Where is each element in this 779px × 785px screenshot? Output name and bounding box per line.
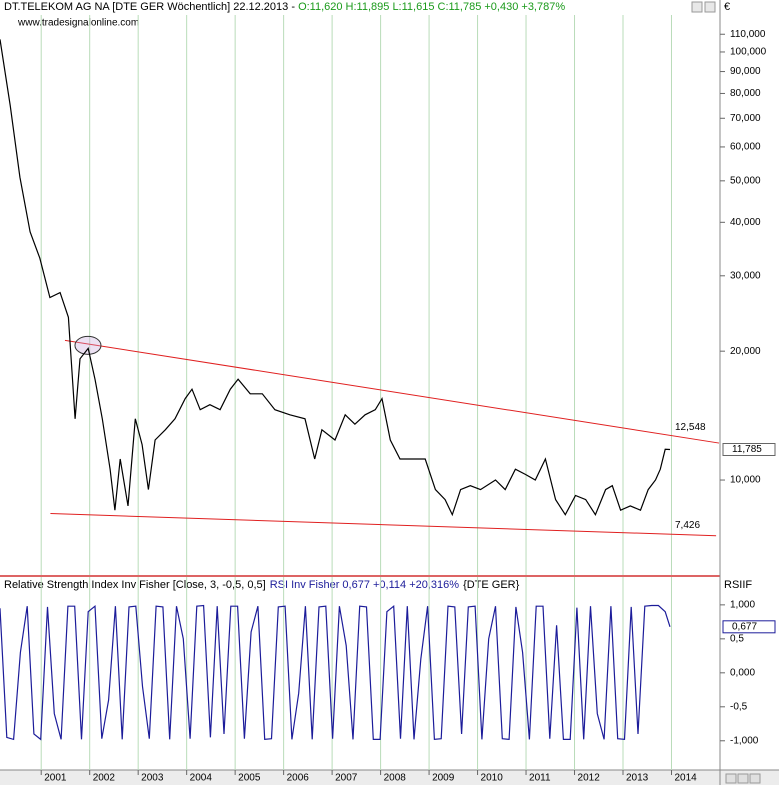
last-value-label: 0,677 [732,621,757,632]
indicator-name: RSIIF [724,579,752,591]
toolbar-button[interactable] [691,1,703,13]
x-tick-label: 2014 [674,773,697,784]
y-tick-label: 50,000 [730,175,761,186]
last-value-label: 11,785 [732,444,762,455]
scroll-button[interactable] [737,773,749,784]
y-tick-label: 30,000 [730,270,761,281]
x-axis-bar [0,770,779,785]
y-tick-label: 0,000 [730,667,755,678]
trendline [50,513,717,537]
y-tick-label: 100,000 [730,47,767,58]
indicator-header: Relative Strength Index Inv Fisher [Clos… [4,579,520,591]
trendline-label: 12,548 [675,422,706,433]
trendline-label: 7,426 [675,520,700,531]
y-tick-label: -0,5 [730,701,748,712]
currency: € [724,1,730,13]
chart-title: DT.TELEKOM AG NA [DTE GER Wöchentlich] 2… [4,1,298,13]
x-tick-label: 2009 [432,773,455,784]
indicator-title: Relative Strength Index Inv Fisher [Clos… [4,579,266,591]
chart-header: DT.TELEKOM AG NA [DTE GER Wöchentlich] 2… [4,1,565,13]
y-tick-label: 80,000 [730,88,761,99]
x-tick-label: 2007 [335,773,358,784]
series-line [0,604,671,741]
y-tick-label: 20,000 [730,346,761,357]
x-tick-label: 2011 [529,773,551,784]
x-tick-label: 2008 [384,773,407,784]
x-tick-label: 2010 [481,773,504,784]
watermark: www.tradesignalonline.com [17,18,139,29]
toolbar-button[interactable] [704,1,716,13]
scroll-button[interactable] [749,773,761,784]
quote: O:11,620 H:11,895 L:11,615 C:11,785 +0,4… [298,1,565,13]
x-tick-label: 2003 [141,773,164,784]
y-tick-label: 90,000 [730,66,761,77]
y-tick-label: 70,000 [730,113,761,124]
y-tick-label: 40,000 [730,217,761,228]
scroll-button[interactable] [725,773,737,784]
y-tick-label: 0,5 [730,633,744,644]
highlight [74,335,102,355]
x-tick-label: 2013 [626,773,649,784]
y-tick-label: -1,000 [730,735,759,746]
x-tick-label: 2006 [287,773,310,784]
last-value-box [722,443,776,457]
y-tick-label: 60,000 [730,142,761,153]
trendline [64,339,720,444]
toolbar [691,1,761,784]
indicator-quote: RSI Inv Fisher 0,677 +0,114 +20,316% [270,579,460,591]
x-tick-label: 2001 [44,773,67,784]
indicator-source: {DTE GER} [463,579,520,591]
y-tick-label: 10,000 [730,475,761,486]
y-tick-label: 110,000 [730,29,766,40]
x-tick-label: 2005 [238,773,261,784]
y-tick-label: 1,000 [730,600,755,611]
x-tick-label: 2004 [190,773,213,784]
last-value-box [722,620,776,634]
x-tick-label: 2012 [578,773,601,784]
series-line [0,39,671,517]
x-tick-label: 2002 [93,773,116,784]
